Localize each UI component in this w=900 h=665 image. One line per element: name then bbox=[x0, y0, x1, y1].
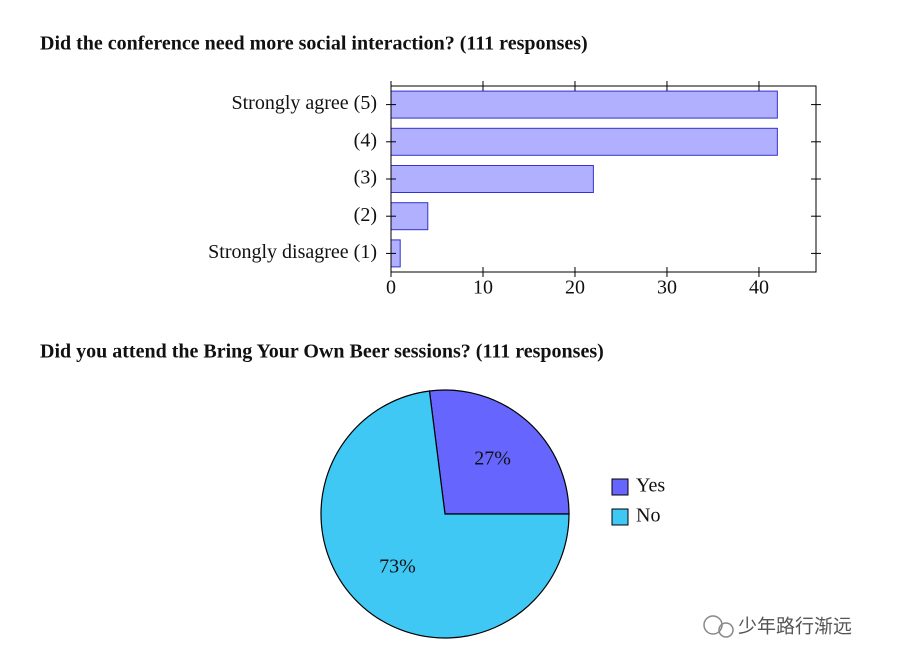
pie-slice bbox=[320, 390, 570, 639]
bar bbox=[390, 127, 778, 156]
y-tick-label: (2) bbox=[354, 204, 377, 226]
chart-title: Did you attend the Bring Your Own Beer s… bbox=[40, 341, 604, 363]
y-tick-label: (4) bbox=[354, 129, 377, 151]
x-tick-label: 30 bbox=[657, 277, 677, 299]
x-tick-label: 40 bbox=[749, 277, 769, 299]
legend-swatch bbox=[611, 508, 629, 526]
pie-slice bbox=[428, 389, 570, 515]
bar bbox=[390, 202, 429, 231]
slice-label: 73% bbox=[379, 556, 416, 578]
bar bbox=[390, 165, 594, 193]
watermark: 少年路行渐远 bbox=[738, 616, 852, 638]
y-tick-label: Strongly disagree (1) bbox=[208, 241, 377, 263]
watermark-icon bbox=[703, 615, 734, 638]
legend-swatch bbox=[611, 478, 629, 496]
legend-label: Yes bbox=[636, 475, 665, 497]
chart-title: Did the conference need more social inte… bbox=[40, 33, 588, 55]
plot-frame bbox=[390, 85, 817, 273]
x-tick-label: 20 bbox=[565, 277, 585, 299]
y-tick-label: (3) bbox=[354, 167, 377, 189]
bar bbox=[390, 90, 778, 119]
legend-label: No bbox=[636, 505, 660, 527]
x-tick-label: 0 bbox=[386, 277, 396, 299]
y-tick-label: Strongly agree (5) bbox=[231, 92, 377, 114]
x-tick-label: 10 bbox=[473, 277, 493, 299]
slice-label: 27% bbox=[474, 448, 511, 470]
